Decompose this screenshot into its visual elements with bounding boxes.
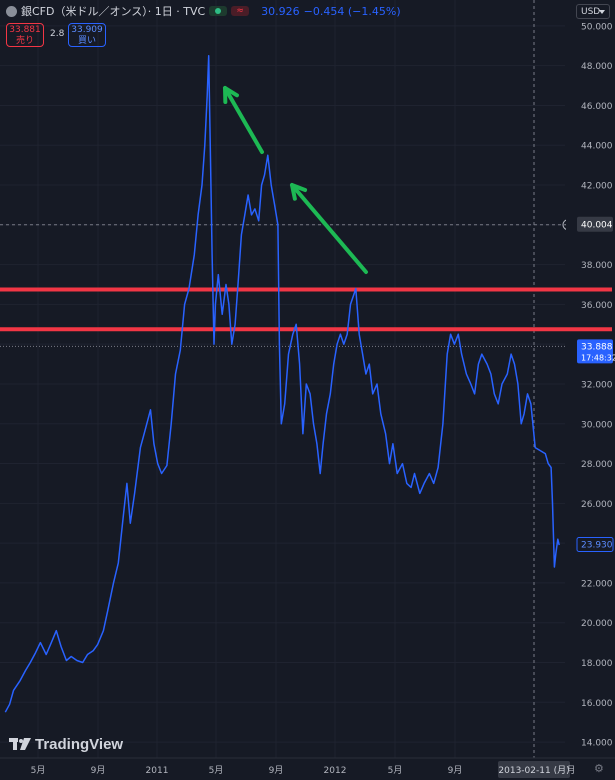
tradingview-logo-icon bbox=[9, 738, 31, 750]
sell-label: 売り bbox=[15, 36, 34, 46]
buy-button[interactable]: 33.909 買い bbox=[68, 23, 106, 47]
current-price-box[interactable] bbox=[577, 339, 613, 364]
time-tick-label: 月 bbox=[566, 765, 575, 776]
arrow-shaft bbox=[290, 183, 368, 274]
crosshair-price-box bbox=[577, 216, 613, 232]
price-tick-label: 50.000 bbox=[581, 22, 613, 32]
buy-label: 買い bbox=[77, 36, 96, 46]
series-line[interactable] bbox=[4, 54, 560, 713]
time-tick-label: 9月 bbox=[91, 765, 106, 776]
price-tick-label: 18.000 bbox=[581, 659, 613, 669]
price-tick-label: 48.000 bbox=[581, 62, 613, 72]
arrow-head bbox=[290, 183, 308, 201]
change-value: −0.454 (−1.45%) bbox=[303, 4, 401, 18]
price-tick-label: 16.000 bbox=[581, 699, 613, 709]
data-status-icon[interactable]: ≈ bbox=[231, 6, 250, 16]
symbol-title[interactable]: 銀CFD（米ドル／オンス）· 1日 · TVC bbox=[21, 5, 206, 18]
tradingview-logo[interactable]: TradingView bbox=[9, 736, 123, 753]
market-open-icon[interactable] bbox=[209, 6, 228, 16]
last-price-label: 23.930 bbox=[581, 541, 613, 551]
arrow-to-second-peak[interactable] bbox=[290, 183, 368, 274]
price-tick-label: 44.000 bbox=[581, 142, 613, 152]
arrow-shaft bbox=[223, 86, 264, 154]
crosshair-price-label: 40.004 bbox=[581, 221, 613, 231]
price-axis-panel bbox=[566, 0, 615, 758]
price-tick-label: 46.000 bbox=[581, 102, 613, 112]
symbol-logo-icon bbox=[6, 5, 17, 17]
drawn-horizontal-lines bbox=[0, 287, 612, 332]
time-tick-label: 9月 bbox=[269, 765, 284, 776]
close-value: 30.926 bbox=[261, 4, 300, 18]
price-tick-label: 14.000 bbox=[581, 739, 613, 749]
legend-row: 銀CFD（米ドル／オンス）· 1日 · TVC ≈ 30.926 −0.454 … bbox=[6, 3, 401, 19]
current-price-label: 33.888 bbox=[581, 342, 613, 352]
time-tick-label: 2011 bbox=[146, 766, 169, 776]
crosshair-date-label: 2013-02-11 (月) bbox=[498, 765, 569, 776]
series-silver bbox=[4, 54, 560, 713]
drawn-arrows bbox=[223, 86, 368, 274]
price-tick-label: 38.000 bbox=[581, 261, 613, 271]
time-tick-label: 9月 bbox=[448, 765, 463, 776]
sell-button[interactable]: 33.881 売り bbox=[6, 23, 44, 47]
time-axis[interactable]: 5月 9月 2011 5月 9月 2012 5月 9月 2013-02-11 (月)月 bbox=[0, 757, 615, 778]
price-tick-label: 32.000 bbox=[581, 380, 613, 390]
price-tick-label: 30.000 bbox=[581, 420, 613, 430]
time-tick-label: 5月 bbox=[209, 765, 224, 776]
price-axis[interactable]: 14.00016.00018.00020.00022.00024.00026.0… bbox=[566, 0, 615, 758]
time-tick-label: 5月 bbox=[388, 765, 403, 776]
price-tick-label: 22.000 bbox=[581, 579, 613, 589]
time-tick-label: 5月 bbox=[31, 765, 46, 776]
grid: + bbox=[0, 0, 574, 758]
chart-header: 銀CFD（米ドル／オンス）· 1日 · TVC ≈ 30.926 −0.454 … bbox=[0, 0, 560, 50]
crosshair-date-box bbox=[498, 761, 570, 778]
settings-icon[interactable]: ⚙ bbox=[594, 762, 604, 775]
spread-value: 2.8 bbox=[50, 29, 65, 39]
price-tick-label: 20.000 bbox=[581, 619, 613, 629]
last-price-box[interactable] bbox=[576, 537, 614, 553]
buy-price: 33.909 bbox=[71, 25, 103, 35]
arrow-head bbox=[223, 86, 239, 104]
price-tick-label: 42.000 bbox=[581, 182, 613, 192]
countdown-label: 17:48:32 bbox=[581, 353, 615, 362]
price-tick-label: 26.000 bbox=[581, 500, 613, 510]
price-tick-label: 36.000 bbox=[581, 301, 613, 311]
arrow-to-first-peak[interactable] bbox=[223, 86, 264, 154]
currency-selector[interactable]: USD bbox=[576, 4, 610, 19]
price-tick-label: 28.000 bbox=[581, 460, 613, 470]
time-tick-label: 2012 bbox=[324, 766, 347, 776]
sell-price: 33.881 bbox=[9, 25, 41, 35]
tradingview-logo-text: TradingView bbox=[35, 736, 124, 753]
